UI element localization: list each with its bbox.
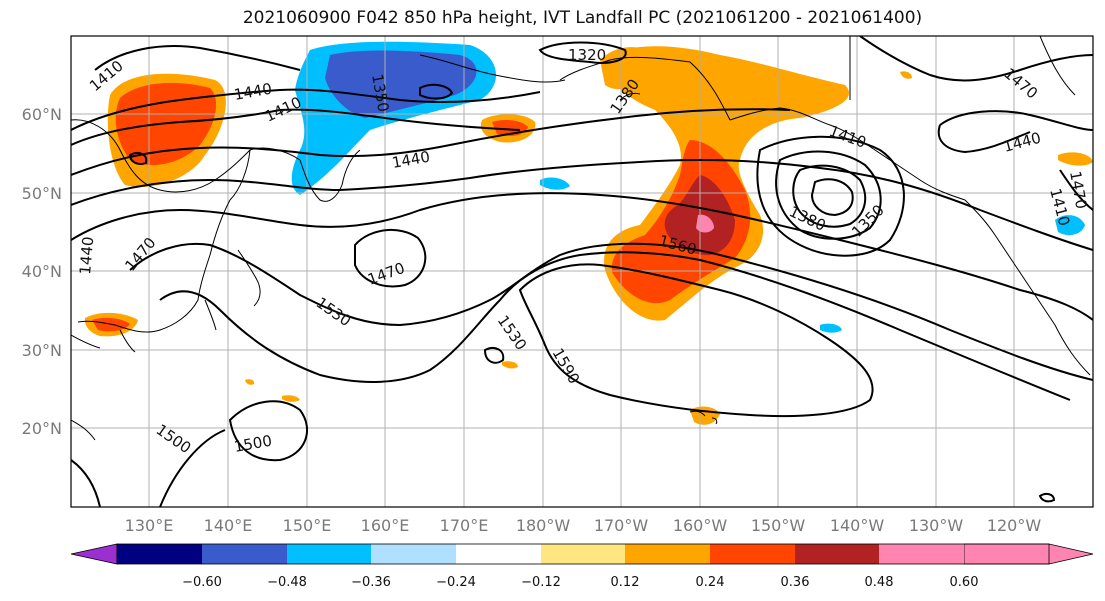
contour-1560 — [159, 251, 1071, 401]
map-title: 2021060900 F042 850 hPa height, IVT Land… — [242, 8, 923, 28]
closed-1500-sw — [228, 400, 309, 462]
colorbar-tick: −0.12 — [521, 575, 561, 590]
lat-label: 30°N — [22, 341, 62, 360]
colorbar-segment — [625, 544, 710, 564]
colorbar-segment — [541, 544, 625, 564]
closed-1320 — [538, 41, 627, 64]
lon-label: 150°W — [751, 516, 806, 535]
colorbar-segment — [202, 544, 287, 564]
closed-1470 — [354, 228, 427, 288]
lat-label: 40°N — [22, 262, 62, 281]
contour-1440-north — [71, 88, 541, 131]
lon-label: 160°E — [361, 516, 410, 535]
colorbar-extend-high — [963, 543, 1094, 565]
colorbar-segment — [117, 544, 202, 564]
lon-label: 160°W — [673, 516, 728, 535]
lon-label: 180°W — [516, 516, 571, 535]
coastlines — [71, 36, 1091, 441]
contour-label: 1440 — [76, 236, 97, 276]
lat-label: 60°N — [22, 105, 62, 124]
contour-1440-b — [71, 108, 791, 176]
lon-label: 130°W — [909, 516, 964, 535]
colorbar-tick: −0.60 — [182, 575, 222, 590]
colorbar-segment — [710, 544, 795, 564]
colorbar-tick: 0.60 — [950, 575, 979, 590]
colorbar-tick: −0.36 — [351, 575, 391, 590]
lon-label: 120°W — [987, 516, 1042, 535]
colorbar-segment — [795, 544, 879, 564]
low-ring-2 — [775, 150, 882, 240]
contour-1590 — [518, 263, 874, 418]
lon-label: 140°W — [830, 516, 885, 535]
colorbar-tick: 0.48 — [865, 575, 894, 590]
height-contours — [71, 36, 1093, 507]
lat-label: 50°N — [22, 184, 62, 203]
lon-label: 140°E — [204, 516, 253, 535]
colorbar-tick: −0.24 — [436, 575, 476, 590]
colorbar-tick: 0.24 — [696, 575, 725, 590]
lon-label: 170°W — [594, 516, 649, 535]
low-ring-3 — [792, 164, 867, 228]
colorbar: −0.60 −0.48 −0.36 −0.24 −0.12 0.12 0.24 … — [70, 543, 1094, 590]
colorbar-segment — [371, 544, 456, 564]
contour-1500 — [71, 192, 1093, 321]
low-ring-1 — [756, 135, 905, 257]
colorbar-segment — [287, 544, 371, 564]
lat-labels: 60°N 50°N 40°N 30°N 20°N — [22, 105, 62, 438]
map-area: 1410 1440 1410 1350 1440 1320 1380 1470 … — [71, 36, 1093, 507]
lat-label: 20°N — [22, 419, 62, 438]
shading-layer — [84, 41, 1093, 425]
contour-1470-b — [71, 159, 1093, 251]
colorbar-segment — [456, 544, 541, 564]
colorbar-tick: −0.48 — [267, 575, 307, 590]
lon-label: 130°E — [125, 516, 174, 535]
colorbar-tick: 0.12 — [611, 575, 640, 590]
contour-1410-north — [94, 45, 301, 71]
map-frame — [70, 35, 1094, 508]
contour-1410-mid — [71, 108, 521, 146]
colorbar-tick: 0.36 — [781, 575, 810, 590]
lon-label: 170°E — [440, 516, 489, 535]
colorbar-extend-low — [70, 543, 118, 565]
low-ring-4 — [810, 178, 854, 217]
colorbar-segment — [879, 544, 964, 564]
contour-label: 1320 — [568, 46, 606, 64]
lon-label: 150°E — [283, 516, 332, 535]
lon-labels: 130°E 140°E 150°E 160°E 170°E 180°W 170°… — [125, 516, 1042, 535]
